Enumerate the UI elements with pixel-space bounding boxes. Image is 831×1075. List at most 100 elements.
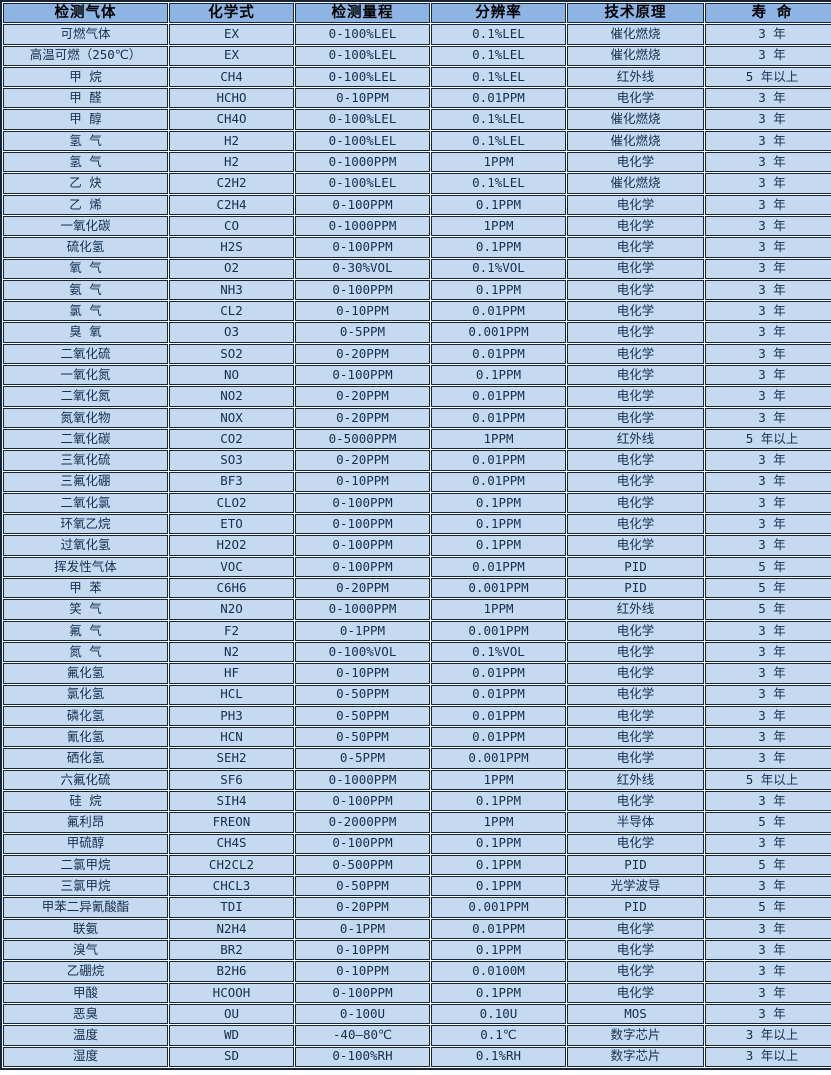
cell-lifespan: 3 年 xyxy=(705,194,831,215)
cell-lifespan: 3 年 xyxy=(705,45,831,66)
cell-principle: 数字芯片 xyxy=(567,1025,704,1046)
table-body: 可燃气体 EX 0-100%LEL 0.1%LEL 催化燃烧 3 年高温可燃（250℃） E… xyxy=(3,24,831,1067)
table-row: 温度 WD -40—80℃ 0.1℃ 数字芯片 3 年以上 xyxy=(3,1025,831,1046)
cell-resolution: 0.01PPM xyxy=(431,556,566,578)
cell-principle: 电化学 xyxy=(567,279,704,301)
table-row: 一氧化氮 NO 0-100PPM 0.1PPM 电化学 3 年 xyxy=(3,365,831,386)
cell-lifespan: 3 年以上 xyxy=(705,1025,831,1046)
cell-resolution: 0.1%LEL xyxy=(431,173,566,194)
table-row: 硫化氢 H2S 0-100PPM 0.1PPM 电化学 3 年 xyxy=(3,237,831,258)
cell-resolution: 0.1%RH xyxy=(431,1046,566,1067)
cell-formula: OU xyxy=(169,1003,294,1025)
cell-formula: WD xyxy=(169,1025,294,1046)
cell-resolution: 1PPM xyxy=(431,599,566,620)
cell-lifespan: 3 年 xyxy=(705,833,831,854)
cell-formula: CO2 xyxy=(169,428,294,450)
cell-range: 0-100%RH xyxy=(295,1046,430,1067)
cell-formula: N2 xyxy=(169,641,294,663)
cell-range: 0-100PPM xyxy=(295,279,430,301)
cell-formula: FREON xyxy=(169,812,294,833)
col-header-resolution: 分辨率 xyxy=(431,3,566,24)
cell-lifespan: 3 年 xyxy=(705,24,831,45)
cell-gas: 氨 气 xyxy=(3,279,168,301)
cell-formula: HCL xyxy=(169,684,294,705)
cell-principle: PID xyxy=(567,578,704,599)
cell-principle: 电化学 xyxy=(567,620,704,641)
cell-lifespan: 3 年 xyxy=(705,748,831,769)
cell-range: 0-50PPM xyxy=(295,876,430,897)
cell-principle: 数字芯片 xyxy=(567,1046,704,1067)
cell-lifespan: 3 年 xyxy=(705,88,831,109)
table-row: 湿度 SD 0-100%RH 0.1%RH 数字芯片 3 年以上 xyxy=(3,1046,831,1067)
table-row: 三氯甲烷 CHCL3 0-50PPM 0.1PPM 光学波导 3 年 xyxy=(3,876,831,897)
cell-formula: CO xyxy=(169,215,294,237)
table-row: 氮氧化物 NOX 0-20PPM 0.01PPM 电化学 3 年 xyxy=(3,407,831,428)
cell-range: 0-10PPM xyxy=(295,940,430,961)
cell-formula: B2H6 xyxy=(169,961,294,982)
cell-resolution: 0.1PPM xyxy=(431,514,566,535)
cell-formula: BR2 xyxy=(169,940,294,961)
cell-resolution: 0.001PPM xyxy=(431,578,566,599)
table-row: 氢 气 H2 0-100%LEL 0.1%LEL 催化燃烧 3 年 xyxy=(3,130,831,152)
cell-range: 0-5000PPM xyxy=(295,428,430,450)
cell-formula: PH3 xyxy=(169,705,294,727)
cell-formula: H2 xyxy=(169,130,294,152)
cell-range: 0-2000PPM xyxy=(295,812,430,833)
cell-resolution: 0.1PPM xyxy=(431,492,566,514)
cell-resolution: 0.1℃ xyxy=(431,1025,566,1046)
cell-formula: H2O2 xyxy=(169,535,294,556)
table-row: 联氨 N2H4 0-1PPM 0.01PPM 电化学 3 年 xyxy=(3,918,831,940)
cell-resolution: 0.01PPM xyxy=(431,386,566,407)
cell-range: 0-10PPM xyxy=(295,961,430,982)
table-row: 高温可燃（250℃） EX 0-100%LEL 0.1%LEL 催化燃烧 3 年 xyxy=(3,45,831,66)
cell-formula: SIH4 xyxy=(169,790,294,812)
cell-resolution: 0.0100M xyxy=(431,961,566,982)
cell-lifespan: 3 年 xyxy=(705,940,831,961)
table-row: 六氟化硫 SF6 0-1000PPM 1PPM 红外线 5 年以上 xyxy=(3,769,831,790)
col-header-lifespan: 寿 命 xyxy=(705,3,831,24)
cell-formula: C6H6 xyxy=(169,578,294,599)
cell-formula: N2O xyxy=(169,599,294,620)
table-row: 硒化氢 SEH2 0-5PPM 0.001PPM 电化学 3 年 xyxy=(3,748,831,769)
cell-principle: 红外线 xyxy=(567,769,704,790)
cell-gas: 硅 烷 xyxy=(3,790,168,812)
cell-principle: 电化学 xyxy=(567,88,704,109)
cell-gas: 三氟化硼 xyxy=(3,471,168,492)
cell-formula: CH2CL2 xyxy=(169,854,294,876)
cell-range: -40—80℃ xyxy=(295,1025,430,1046)
table-row: 磷化氢 PH3 0-50PPM 0.01PPM 电化学 3 年 xyxy=(3,705,831,727)
cell-principle: 电化学 xyxy=(567,492,704,514)
cell-resolution: 0.1%VOL xyxy=(431,641,566,663)
cell-range: 0-10PPM xyxy=(295,88,430,109)
cell-gas: 联氨 xyxy=(3,918,168,940)
cell-principle: PID xyxy=(567,854,704,876)
cell-gas: 甲 烷 xyxy=(3,66,168,88)
cell-lifespan: 5 年 xyxy=(705,854,831,876)
cell-gas: 高温可燃（250℃） xyxy=(3,45,168,66)
cell-principle: 电化学 xyxy=(567,535,704,556)
cell-range: 0-1000PPM xyxy=(295,599,430,620)
cell-formula: C2H2 xyxy=(169,173,294,194)
cell-resolution: 0.1PPM xyxy=(431,279,566,301)
cell-range: 0-20PPM xyxy=(295,578,430,599)
cell-range: 0-100PPM xyxy=(295,556,430,578)
cell-formula: SO3 xyxy=(169,450,294,471)
cell-gas: 六氟化硫 xyxy=(3,769,168,790)
cell-range: 0-100PPM xyxy=(295,237,430,258)
cell-principle: 电化学 xyxy=(567,365,704,386)
cell-principle: 电化学 xyxy=(567,194,704,215)
cell-gas: 臭 氧 xyxy=(3,322,168,343)
cell-range: 0-100U xyxy=(295,1003,430,1025)
cell-principle: 催化燃烧 xyxy=(567,45,704,66)
cell-lifespan: 3 年 xyxy=(705,684,831,705)
table-row: 甲 苯 C6H6 0-20PPM 0.001PPM PID 5 年 xyxy=(3,578,831,599)
cell-gas: 乙 烯 xyxy=(3,194,168,215)
table-row: 甲苯二异氰酸酯 TDI 0-20PPM 0.001PPM PID 5 年 xyxy=(3,897,831,918)
cell-formula: SD xyxy=(169,1046,294,1067)
cell-lifespan: 3 年 xyxy=(705,407,831,428)
cell-gas: 二氯甲烷 xyxy=(3,854,168,876)
cell-gas: 恶臭 xyxy=(3,1003,168,1025)
cell-gas: 温度 xyxy=(3,1025,168,1046)
cell-range: 0-100PPM xyxy=(295,535,430,556)
cell-range: 0-20PPM xyxy=(295,897,430,918)
